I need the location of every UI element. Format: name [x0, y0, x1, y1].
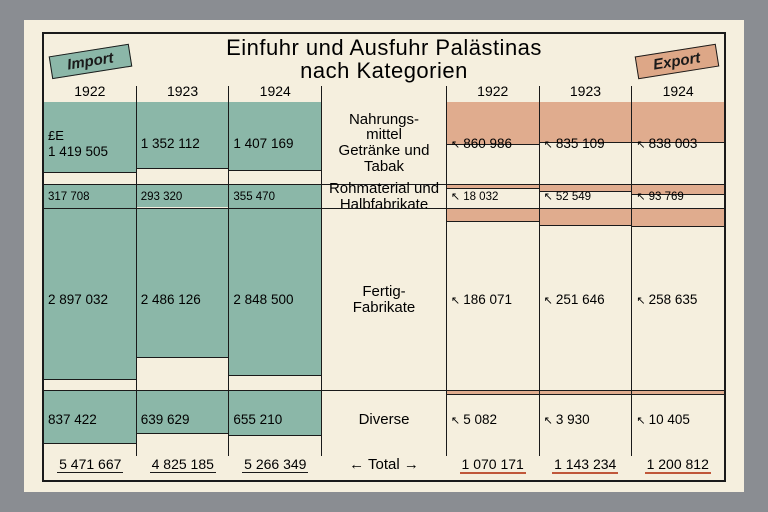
value-label: 655 210	[233, 412, 317, 427]
value-label: 1 352 112	[141, 136, 225, 151]
value-label: 18 032	[451, 190, 535, 203]
import-col-1923: 1923 1 352 112 293 320 2 486 126 639 629	[137, 86, 230, 456]
value-label: 639 629	[141, 412, 225, 427]
export-col-1923: 1923 835 109 52 549 251 646 3 930	[540, 86, 633, 456]
value-label: 2 486 126	[141, 292, 225, 307]
data-cell: 93 769	[632, 184, 724, 208]
value-label: 317 708	[48, 191, 132, 203]
value-label: 10 405	[636, 412, 720, 427]
data-cell: 355 470	[229, 184, 321, 208]
data-cell: 2 848 500	[229, 208, 321, 390]
value-label: 93 769	[636, 190, 720, 203]
chart-frame: Einfuhr und Ausfuhr Palästinas nach Kate…	[42, 32, 726, 482]
value-label: 52 549	[544, 190, 628, 203]
data-cell: 860 986	[447, 102, 539, 184]
category-label: Nahrungs-mittelGetränke undTabak	[322, 102, 446, 184]
total-export-1924: 1 200 812	[631, 456, 724, 478]
data-cell: 18 032	[447, 184, 539, 208]
data-cell: 838 003	[632, 102, 724, 184]
total-export-1923: 1 143 234	[539, 456, 632, 478]
total-export-1922: 1 070 171	[446, 456, 539, 478]
data-cell: 5 082	[447, 390, 539, 448]
data-cell: 655 210	[229, 390, 321, 448]
data-cell: 837 422	[44, 390, 136, 448]
year-header: 1922	[44, 83, 136, 99]
data-cell: 2 486 126	[137, 208, 229, 390]
import-col-1924: 1924 1 407 169 355 470 2 848 500 655 210	[229, 86, 322, 456]
year-header: 1923	[540, 83, 632, 99]
value-label: 258 635	[636, 292, 720, 307]
value-label: 2 897 032	[48, 292, 132, 307]
year-header: 1923	[137, 83, 229, 99]
totals-row: 5 471 667 4 825 185 5 266 349 Total 1 07…	[44, 456, 724, 478]
paper-sheet: Einfuhr und Ausfuhr Palästinas nach Kate…	[24, 20, 744, 492]
data-cell: 186 071	[447, 208, 539, 390]
export-col-1924: 1924 838 003 93 769 258 635 10 405	[632, 86, 724, 456]
category-label: Rohmaterial und Halbfabrikate	[322, 184, 446, 208]
data-cell: 258 635	[632, 208, 724, 390]
value-label: 1 407 169	[233, 136, 317, 151]
data-cell: 1 352 112	[137, 102, 229, 184]
total-import-1924: 5 266 349	[229, 456, 322, 478]
total-import-1922: 5 471 667	[44, 456, 137, 478]
data-cell: 2 897 032	[44, 208, 136, 390]
title-line2: nach Kategorien	[300, 58, 468, 83]
value-label: £E1 419 505	[48, 128, 132, 159]
total-import-1923: 4 825 185	[137, 456, 230, 478]
value-label: 251 646	[544, 292, 628, 307]
year-header: 1922	[447, 83, 539, 99]
value-label: 835 109	[544, 136, 628, 151]
chart-title: Einfuhr und Ausfuhr Palästinas nach Kate…	[44, 36, 724, 82]
data-cell: £E1 419 505	[44, 102, 136, 184]
value-label: 355 470	[233, 191, 317, 203]
data-cell: 10 405	[632, 390, 724, 448]
value-label: 5 082	[451, 412, 535, 427]
year-header: 1924	[229, 83, 321, 99]
value-label: 837 422	[48, 412, 132, 427]
import-col-1922: 1922 £E1 419 505 317 708 2 897 032 837 422	[44, 86, 137, 456]
category-col: Nahrungs-mittelGetränke undTabakRohmater…	[322, 86, 447, 456]
total-label: Total	[322, 456, 447, 478]
category-label: Fertig-Fabrikate	[322, 208, 446, 390]
title-line1: Einfuhr und Ausfuhr Palästinas	[226, 35, 542, 60]
value-label: 2 848 500	[233, 292, 317, 307]
data-cell: 251 646	[540, 208, 632, 390]
category-label: Diverse	[322, 390, 446, 448]
value-label: 293 320	[141, 191, 225, 203]
data-cell: 835 109	[540, 102, 632, 184]
export-col-1922: 1922 860 986 18 032 186 071 5 082	[447, 86, 540, 456]
value-label: 3 930	[544, 412, 628, 427]
data-cell: 293 320	[137, 184, 229, 208]
value-label: 860 986	[451, 136, 535, 151]
value-label: 186 071	[451, 292, 535, 307]
data-cell: 1 407 169	[229, 102, 321, 184]
value-label: 838 003	[636, 136, 720, 151]
data-cell: 3 930	[540, 390, 632, 448]
year-header: 1924	[632, 83, 724, 99]
data-cell: 639 629	[137, 390, 229, 448]
data-cell: 52 549	[540, 184, 632, 208]
data-cell: 317 708	[44, 184, 136, 208]
chart-grid: 1922 £E1 419 505317 7082 897 032837 422 …	[44, 86, 724, 456]
